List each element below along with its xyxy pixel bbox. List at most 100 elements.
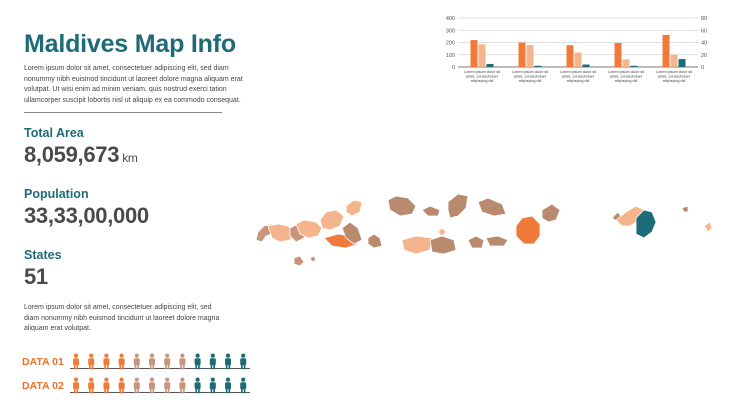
person-body: [149, 382, 155, 390]
data-row-2-label: DATA 02: [22, 380, 64, 392]
person-leg-left: [210, 388, 213, 394]
person-body: [164, 358, 171, 366]
person-body: [209, 358, 216, 366]
person-icon: [118, 377, 125, 394]
data-row-1: DATA 01: [22, 353, 250, 373]
person-head: [165, 377, 170, 382]
chart-bar: [670, 54, 678, 67]
island-16: [467, 235, 485, 249]
chart-bar: [478, 44, 486, 67]
page-title: Maldives Map Info: [24, 30, 236, 58]
person-icon: [240, 353, 247, 370]
chart-bar: [526, 44, 534, 67]
person-head: [180, 353, 185, 358]
chart-right-tick-label: 80: [701, 16, 707, 22]
person-body: [118, 382, 125, 390]
island-9: [367, 233, 383, 249]
total-area-number: 8,059,673: [24, 142, 120, 167]
bar-chart: 0 100 200 300 400 0 20 40 60 80 Lorem ipsum dolor …: [446, 16, 707, 83]
island-23: [681, 205, 689, 213]
person-leg-right: [167, 364, 170, 370]
data-row-2-baseline: [70, 392, 250, 393]
person-body: [179, 382, 186, 390]
person-leg-left: [134, 364, 137, 370]
person-head: [210, 353, 215, 358]
person-body: [225, 382, 231, 390]
island-8: [345, 199, 363, 217]
island-17: [485, 235, 509, 247]
person-leg-right: [76, 388, 79, 394]
divider: [24, 112, 222, 113]
island-15: [477, 197, 507, 217]
person-icon: [149, 377, 155, 394]
person-icon: [88, 377, 95, 394]
person-body: [73, 382, 79, 390]
person-icon: [194, 353, 201, 370]
chart-bar: [574, 52, 582, 67]
chart-bar: [630, 65, 638, 67]
chart-bar: [678, 59, 686, 67]
person-body: [88, 358, 95, 366]
island-14: [447, 193, 469, 219]
person-leg-left: [89, 364, 91, 370]
person-body: [133, 382, 140, 390]
person-leg-left: [165, 388, 167, 394]
person-leg-left: [225, 388, 228, 394]
person-icon: [179, 377, 186, 394]
person-leg-right: [198, 364, 200, 370]
person-icon: [88, 353, 95, 370]
person-icon: [118, 353, 125, 370]
person-body: [133, 358, 140, 366]
island-22: [635, 209, 657, 239]
chart-bar: [582, 64, 590, 67]
person-leg-right: [91, 364, 94, 370]
person-leg-right: [182, 364, 185, 370]
person-leg-right: [106, 388, 109, 394]
person-head: [165, 353, 170, 358]
person-leg-left: [180, 388, 182, 394]
person-body: [240, 358, 247, 366]
island-10: [387, 195, 417, 217]
person-leg-left: [241, 388, 243, 394]
person-leg-left: [149, 388, 152, 394]
island-4: [295, 219, 323, 239]
person-leg-right: [198, 388, 200, 394]
population-value: 33,33,00,000: [24, 203, 149, 228]
person-icon: [103, 353, 110, 370]
person-leg-left: [104, 364, 106, 370]
chart-bar: [622, 59, 630, 67]
chart-bar: [470, 40, 478, 67]
person-icon: [164, 377, 171, 394]
total-area-unit: km: [122, 151, 138, 165]
person-head: [119, 377, 124, 382]
person-leg-right: [122, 364, 124, 370]
person-leg-right: [243, 364, 246, 370]
person-leg-right: [228, 388, 231, 394]
person-body: [194, 382, 201, 390]
person-body: [164, 382, 171, 390]
person-head: [210, 377, 215, 382]
person-leg-right: [152, 364, 155, 370]
person-icon: [149, 353, 155, 370]
chart-left-tick-label: 100: [446, 53, 455, 59]
chart-bar: [662, 34, 670, 67]
total-area-label: Total Area: [24, 126, 84, 140]
person-icon: [133, 353, 140, 370]
states-value: 51: [24, 264, 48, 289]
maldives-map: [255, 193, 713, 267]
person-head: [89, 377, 94, 382]
island-26: [309, 255, 317, 263]
chart-right-tick-label: 60: [701, 28, 707, 34]
person-leg-left: [225, 364, 228, 370]
person-leg-right: [137, 388, 139, 394]
person-head: [89, 353, 94, 358]
person-icon: [225, 353, 231, 370]
person-head: [241, 377, 246, 382]
intro-paragraph: Lorem ipsum dolor sit amet, consectetuer…: [24, 65, 243, 104]
person-body: [118, 358, 125, 366]
person-icon: [133, 377, 140, 394]
person-leg-left: [73, 364, 76, 370]
person-head: [149, 353, 155, 358]
island-19: [541, 203, 561, 223]
person-body: [103, 382, 110, 390]
